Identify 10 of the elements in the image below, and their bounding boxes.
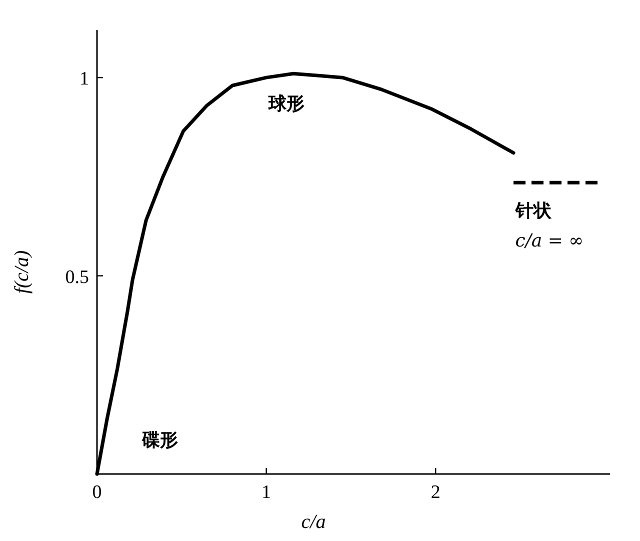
- x-tick-label: 1: [262, 482, 272, 503]
- annotation: 球形: [267, 94, 304, 115]
- annotation: 碟形: [141, 430, 178, 451]
- x-axis-title: c/a: [301, 511, 326, 533]
- x-tick-label: 2: [430, 482, 440, 503]
- series-label: 针状: [514, 200, 552, 222]
- annotation: c/a = ∞: [515, 230, 584, 252]
- y-axis-title: f(c/a): [11, 250, 33, 294]
- y-tick-label: 0.5: [65, 266, 89, 288]
- x-tick-label: 0: [92, 482, 102, 503]
